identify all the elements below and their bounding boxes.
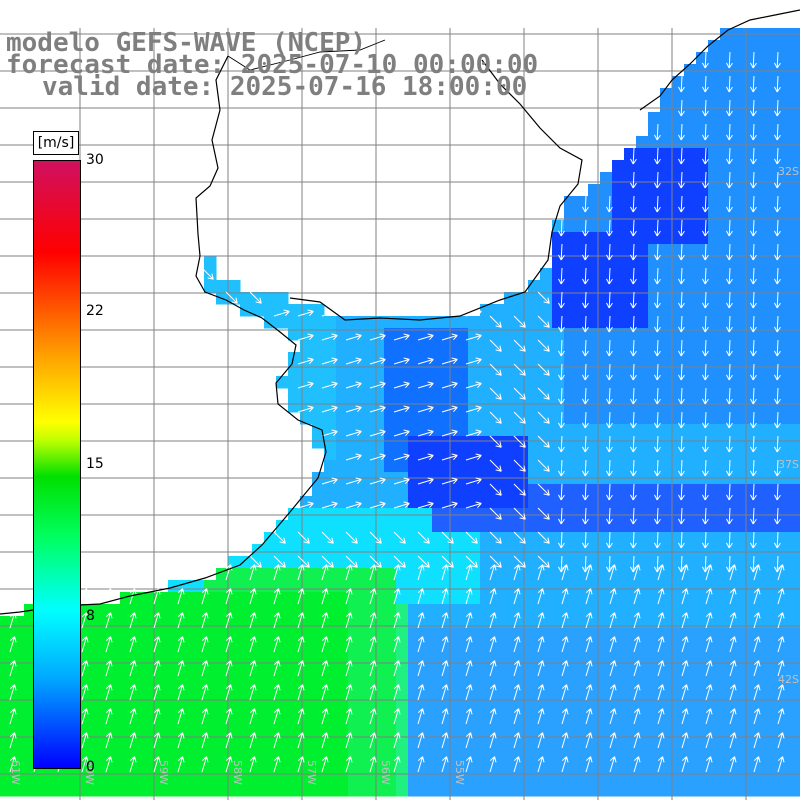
latitude-label: 37S	[778, 458, 799, 471]
forecast-date: forecast date: 2025-07-10 00:00:00	[6, 50, 539, 80]
colorbar	[33, 160, 81, 769]
longitude-label: 56W	[379, 760, 392, 785]
colorbar-tick: 30	[86, 152, 104, 168]
coastline-north	[289, 59, 583, 321]
colorbar-tick: 8	[86, 608, 95, 624]
longitude-label: 57W	[305, 760, 318, 785]
longitude-labels: 61W 60W 59W 58W 57W 56W 55W	[9, 760, 466, 785]
longitude-label: 61W	[9, 760, 22, 785]
longitude-label: 58W	[231, 760, 244, 785]
graticule	[0, 28, 800, 800]
colorbar-tick: 22	[86, 303, 104, 319]
colorbar-unit: [m/s]	[33, 131, 79, 155]
longitude-label: 55W	[453, 760, 466, 785]
longitude-label: 60W	[83, 760, 96, 785]
longitude-label: 59W	[157, 760, 170, 785]
wind-speed-field	[0, 28, 800, 797]
coastline-northeast	[639, 9, 800, 111]
latitude-labels: 32S 37S 42S	[778, 165, 799, 686]
valid-date: valid date: 2025-07-16 18:00:00	[42, 72, 528, 102]
latitude-label: 32S	[778, 165, 799, 178]
model-title: modelo GEFS-WAVE (NCEP)	[6, 28, 367, 58]
coastline	[0, 55, 327, 615]
colorbar-tick: 15	[86, 456, 104, 472]
colorbar-tick: 0	[86, 759, 95, 775]
latitude-label: 42S	[778, 673, 799, 686]
country-border	[227, 39, 386, 71]
